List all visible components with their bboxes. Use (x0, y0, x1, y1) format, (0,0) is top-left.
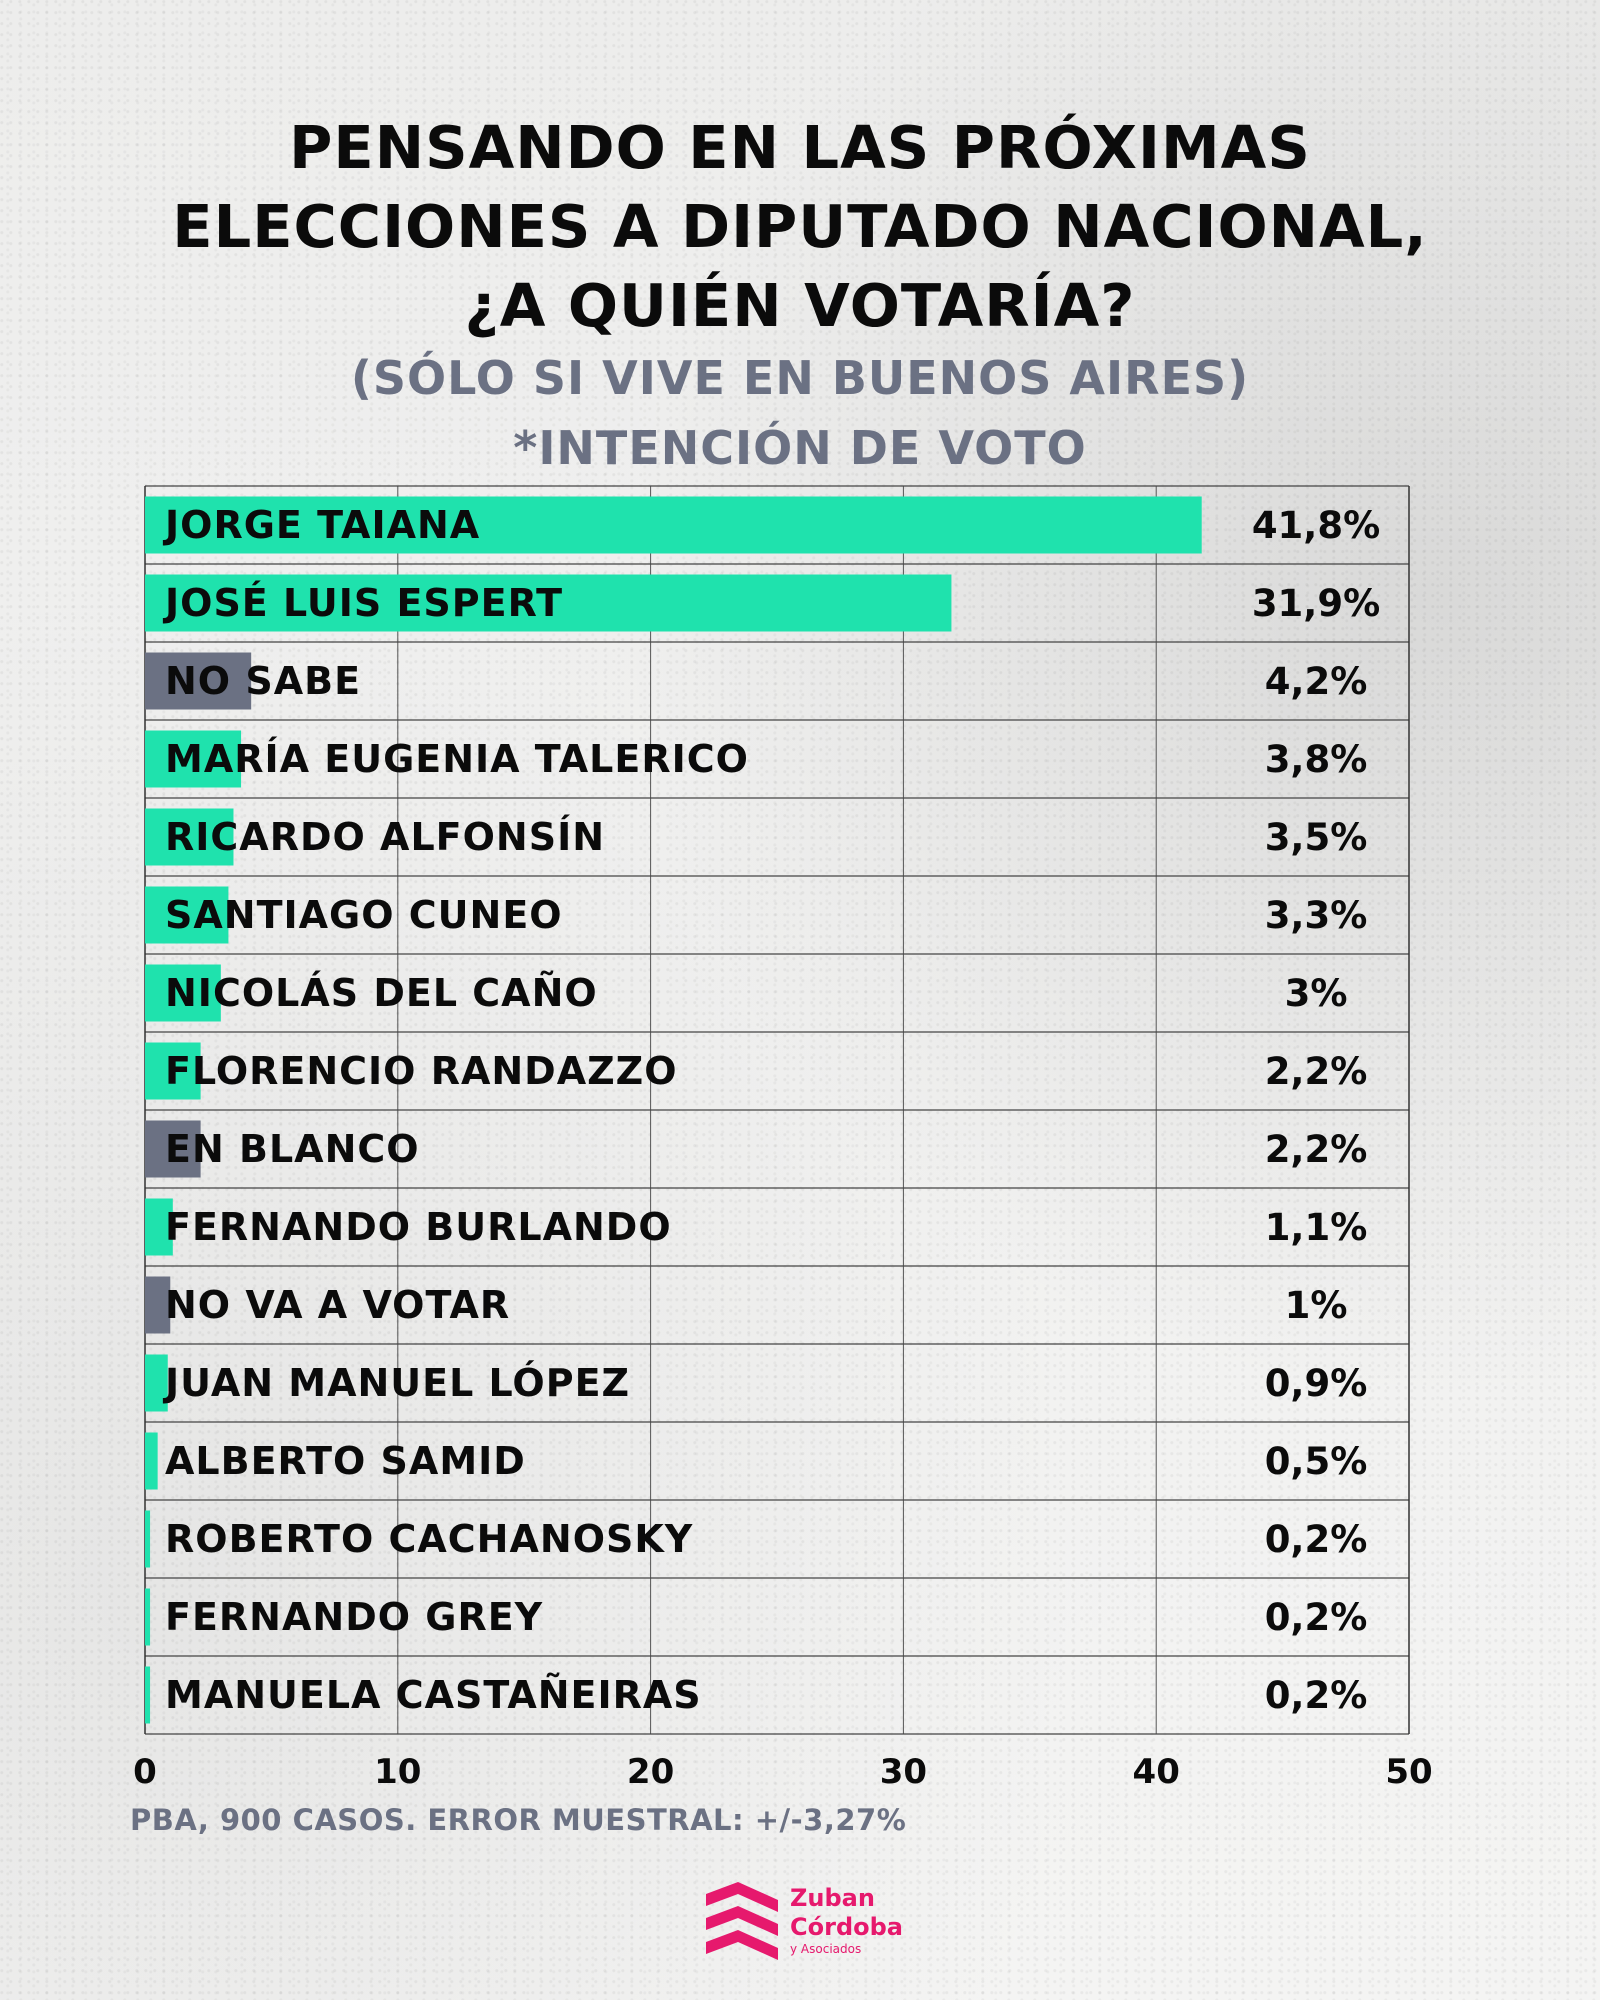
data-label: 2,2% (1265, 1050, 1368, 1093)
category-label: NO SABE (165, 659, 361, 703)
category-label: NO VA A VOTAR (165, 1283, 510, 1327)
category-label: ALBERTO SAMID (165, 1439, 526, 1483)
data-label: 0,5% (1265, 1440, 1368, 1483)
category-label: JOSÉ LUIS ESPERT (162, 581, 563, 625)
bar (145, 652, 252, 710)
category-label: ROBERTO CACHANOSKY (165, 1517, 693, 1561)
data-label: 3,5% (1265, 816, 1368, 859)
bar (145, 1432, 158, 1490)
chart-subtitle: (SÓLO SI VIVE EN BUENOS AIRES) *INTENCIÓ… (350, 351, 1250, 475)
bar (145, 886, 229, 944)
x-tick-label: 0 (133, 1752, 157, 1792)
sample-note: PBA, 900 CASOS. ERROR MUESTRAL: +/-3,27% (130, 1803, 907, 1837)
brand-logo: Zuban Córdoba y Asociados (702, 1882, 912, 1967)
bar (145, 574, 952, 632)
bar (145, 1276, 171, 1334)
category-label: RICARDO ALFONSÍN (165, 815, 605, 859)
category-label: SANTIAGO CUNEO (165, 893, 563, 937)
bar (145, 496, 1202, 554)
category-label: MARÍA EUGENIA TALERICO (165, 737, 749, 781)
bar (145, 1198, 173, 1256)
category-label: FERNANDO BURLANDO (165, 1205, 672, 1249)
category-label: FERNANDO GREY (165, 1595, 543, 1639)
bar (145, 1588, 151, 1646)
bar (145, 1666, 151, 1724)
bar (145, 1354, 168, 1412)
category-label: JUAN MANUEL LÓPEZ (162, 1361, 630, 1405)
x-tick-label: 10 (374, 1752, 421, 1792)
data-label: 1% (1285, 1284, 1348, 1327)
x-tick-label: 50 (1385, 1752, 1432, 1792)
data-label: 1,1% (1265, 1206, 1368, 1249)
bar (145, 964, 221, 1022)
x-tick-label: 30 (880, 1752, 927, 1792)
x-tick-label: 20 (627, 1752, 674, 1792)
bar (145, 1042, 201, 1100)
data-label: 0,2% (1265, 1674, 1368, 1717)
logo-wordmark: Zuban Córdoba y Asociados (790, 1884, 903, 1956)
bar (145, 1510, 151, 1568)
data-label: 3,8% (1265, 738, 1368, 781)
logo-mark-icon (706, 1882, 778, 1960)
category-label: NICOLÁS DEL CAÑO (165, 971, 598, 1015)
bar-chart: JORGE TAIANA 41,8% JOSÉ LUIS ESPERT 31,9% NO… (133, 485, 1433, 1792)
bar (145, 1120, 201, 1178)
data-label: 0,9% (1265, 1362, 1368, 1405)
data-label: 4,2% (1265, 660, 1368, 703)
data-label: 3,3% (1265, 894, 1368, 937)
logo-name-line3: y Asociados (790, 1942, 862, 1956)
data-label: 0,2% (1265, 1518, 1368, 1561)
data-label: 31,9% (1252, 582, 1380, 625)
data-label: 2,2% (1265, 1128, 1368, 1171)
logo-name-line1: Zuban (790, 1884, 875, 1912)
data-label: 3% (1285, 972, 1348, 1015)
data-label: 0,2% (1265, 1596, 1368, 1639)
bar (145, 730, 242, 788)
logo-name-line2: Córdoba (790, 1913, 903, 1941)
category-label: MANUELA CASTAÑEIRAS (165, 1673, 702, 1717)
category-label: JORGE TAIANA (162, 503, 480, 547)
bar (145, 808, 234, 866)
category-label: EN BLANCO (165, 1127, 420, 1171)
chart-title: PENSANDO EN LAS PRÓXIMAS ELECCIONES A DI… (172, 113, 1428, 340)
x-tick-label: 40 (1133, 1752, 1180, 1792)
category-label: FLORENCIO RANDAZZO (165, 1049, 678, 1093)
data-label: 41,8% (1252, 504, 1380, 547)
